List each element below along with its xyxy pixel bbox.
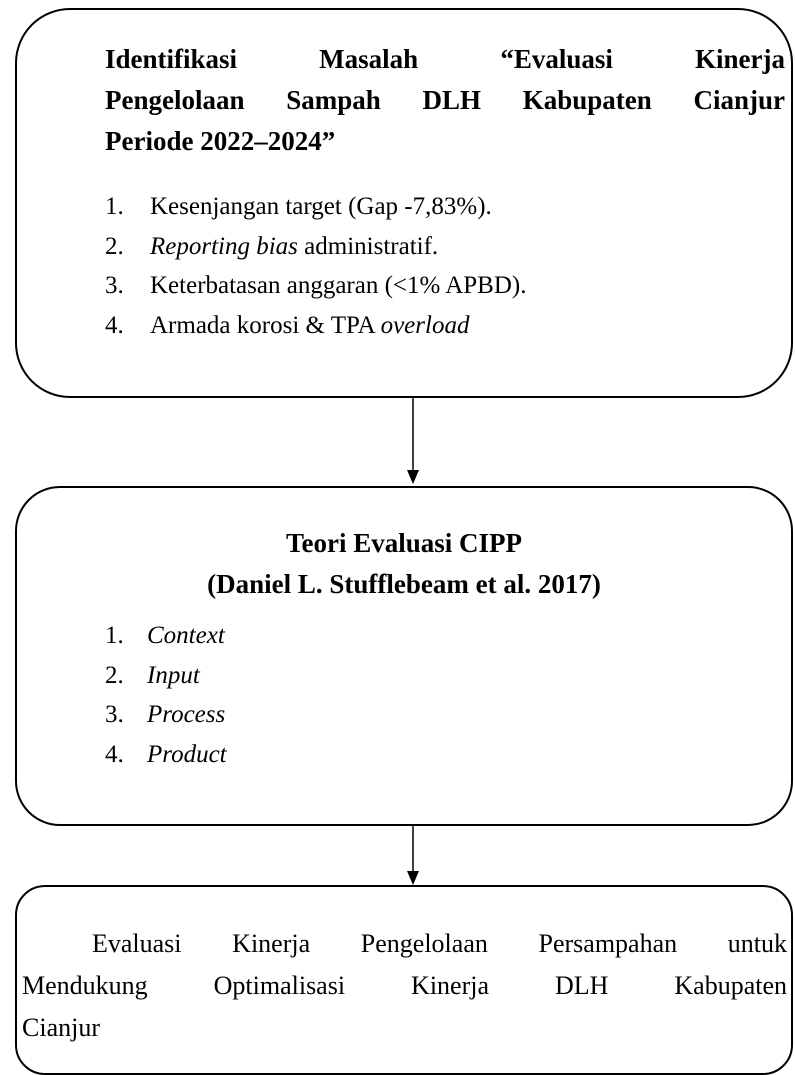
title-line: Pengelolaan Sampah DLH Kabupaten Cianjur: [105, 85, 785, 115]
item-number: 3.: [105, 272, 124, 299]
list-item: 3. Keterbatasan anggaran (<1% APBD).: [105, 266, 785, 306]
item-number: 2.: [105, 661, 124, 689]
body-line: Cianjur: [22, 1013, 100, 1042]
title-line: Teori Evaluasi CIPP: [285, 528, 523, 558]
text-run: Product: [147, 740, 227, 768]
item-text: Armada korosi & TPA overload: [150, 306, 469, 346]
title-line: Periode 2022–2024”: [105, 126, 336, 156]
arrow: [407, 826, 419, 885]
list-item: 1. Kesenjangan target (Gap -7,83%).: [105, 187, 785, 227]
list-item: 1. Context: [105, 616, 705, 656]
text-run: overload: [380, 311, 470, 339]
body-line: Mendukung Optimalisasi Kinerja DLH Kabup…: [22, 971, 787, 1000]
text-run: Keterbatasan anggaran (<1% APBD).: [150, 272, 527, 299]
item-text: Kesenjangan target (Gap -7,83%).: [150, 187, 492, 227]
text-run: Process: [147, 701, 226, 728]
item-text: Product: [147, 735, 227, 775]
item-text: Process: [147, 695, 225, 735]
arrow: [407, 398, 419, 484]
list-item: 3. Process: [105, 695, 705, 735]
title-line: (Daniel L. Stufflebeam et al. 2017): [207, 569, 601, 599]
result-box: Evaluasi Kinerja Pengelolaan Persampahan…: [15, 885, 793, 1075]
item-text: Reporting bias administratif.: [150, 227, 438, 267]
item-number: 4.: [105, 311, 124, 339]
box-title: Teori Evaluasi CIPP (Daniel L. Stufflebe…: [17, 523, 791, 605]
text-run: Kesenjangan target (Gap -7,83%).: [150, 193, 492, 220]
item-list: 1. Kesenjangan target (Gap -7,83%). 2. Repo…: [105, 187, 785, 345]
problem-box: Identifikasi Masalah “Evaluasi Kinerja P…: [15, 8, 793, 398]
text-run: Reporting bias: [150, 232, 298, 260]
body-line: Evaluasi Kinerja Pengelolaan Persampahan…: [92, 929, 787, 958]
item-number: 2.: [105, 232, 124, 260]
text-run: Armada korosi & TPA: [150, 311, 381, 339]
item-text: Context: [147, 616, 225, 656]
title-line: Identifikasi Masalah “Evaluasi Kinerja: [105, 44, 785, 74]
item-number: 4.: [105, 740, 124, 768]
list-item: 4. Product: [105, 735, 705, 775]
text-run: Input: [147, 661, 200, 689]
item-number: 3.: [105, 701, 124, 728]
item-number: 1.: [105, 193, 124, 220]
list-item: 4. Armada korosi & TPA overload: [105, 306, 785, 346]
item-list: 1. Context 2. Input 3. Process 4. Product: [105, 616, 705, 774]
list-item: 2. Reporting bias administratif.: [105, 227, 785, 267]
text-run: administratif.: [297, 232, 439, 260]
theory-box: Teori Evaluasi CIPP (Daniel L. Stufflebe…: [15, 486, 793, 826]
item-text: Input: [147, 656, 200, 696]
list-item: 2. Input: [105, 656, 705, 696]
item-text: Keterbatasan anggaran (<1% APBD).: [150, 266, 526, 306]
box-body: Evaluasi Kinerja Pengelolaan Persampahan…: [22, 923, 787, 1049]
text-run: Context: [147, 622, 225, 649]
box-title: Identifikasi Masalah “Evaluasi Kinerja P…: [105, 39, 785, 162]
item-number: 1.: [105, 622, 124, 649]
